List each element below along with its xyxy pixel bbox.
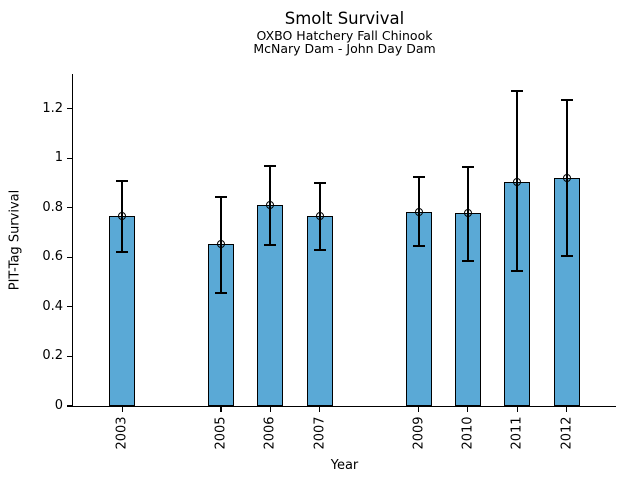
- y-tick-label: 0.8: [42, 199, 63, 215]
- x-tick-label: 2012: [559, 416, 575, 450]
- error-bar-cap-top: [215, 195, 228, 198]
- error-bar-cap-bottom: [412, 245, 425, 248]
- y-tick: [66, 306, 72, 308]
- y-tick-label: 0.2: [42, 348, 63, 364]
- error-bar-cap-bottom: [461, 260, 474, 263]
- plot-area: 0 0.2 0.4 0.6 0.8 1 1.2 2003 2005 2006 2007 2009 201…: [42, 74, 616, 450]
- x-tick-label: 2010: [460, 416, 476, 450]
- y-tick: [66, 207, 72, 209]
- data-point-marker: [315, 212, 324, 221]
- y-tick: [66, 355, 72, 358]
- y-tick: [66, 256, 72, 258]
- x-axis-spine: [71, 406, 616, 408]
- error-bar-cap-top: [313, 182, 326, 184]
- error-bar-cap-bottom: [560, 255, 573, 258]
- error-bar-cap-bottom: [116, 251, 129, 254]
- error-bar-cap-bottom: [264, 243, 277, 246]
- error-bar-cap-bottom: [511, 269, 524, 272]
- x-tick: [121, 407, 123, 412]
- x-tick-label: 2006: [262, 416, 278, 450]
- x-tick-label: 2003: [114, 416, 130, 450]
- data-point-marker: [414, 207, 423, 216]
- y-tick: [66, 405, 72, 407]
- error-bar-cap-top: [511, 90, 524, 93]
- x-tick: [220, 407, 222, 412]
- chart-subtitle-line1: OXBO Hatchery Fall Chinook: [256, 28, 433, 43]
- y-tick-label: 0.4: [42, 298, 63, 314]
- x-tick-label: 2009: [411, 416, 427, 450]
- x-tick: [516, 407, 518, 412]
- data-point-marker: [266, 201, 275, 210]
- x-tick: [319, 407, 321, 412]
- y-tick: [66, 108, 72, 110]
- data-point-marker: [513, 177, 522, 186]
- error-bar-cap-top: [461, 165, 474, 168]
- chart-title: Smolt Survival: [284, 9, 405, 28]
- data-point-marker: [463, 208, 472, 217]
- x-tick: [467, 407, 469, 412]
- chart-subtitle-line2: McNary Dam - John Day Dam: [253, 41, 436, 56]
- x-tick: [566, 407, 568, 412]
- error-bar-cap-bottom: [215, 292, 228, 295]
- y-tick: [66, 157, 72, 159]
- error-bar-cap-top: [560, 99, 573, 101]
- x-tick-label: 2011: [509, 416, 525, 450]
- error-bar-cap-top: [412, 175, 425, 178]
- y-tick-label: 1: [54, 150, 63, 166]
- bar-2003: [109, 216, 136, 406]
- y-tick-label: 0.6: [42, 249, 63, 265]
- data-point-marker: [118, 212, 127, 221]
- error-bar-cap-top: [264, 164, 277, 167]
- x-tick: [269, 407, 272, 412]
- x-tick-label: 2007: [312, 416, 328, 450]
- y-axis-spine: [71, 74, 73, 407]
- data-point-marker: [562, 174, 571, 183]
- y-tick-label: 0: [54, 398, 63, 413]
- x-axis-label: Year: [330, 458, 359, 473]
- x-tick: [417, 407, 420, 412]
- y-tick-label: 1.2: [42, 100, 63, 116]
- x-tick-label: 2005: [213, 416, 229, 450]
- data-point-marker: [217, 239, 226, 248]
- error-bar-cap-top: [116, 179, 129, 182]
- error-bar-cap-bottom: [313, 248, 326, 251]
